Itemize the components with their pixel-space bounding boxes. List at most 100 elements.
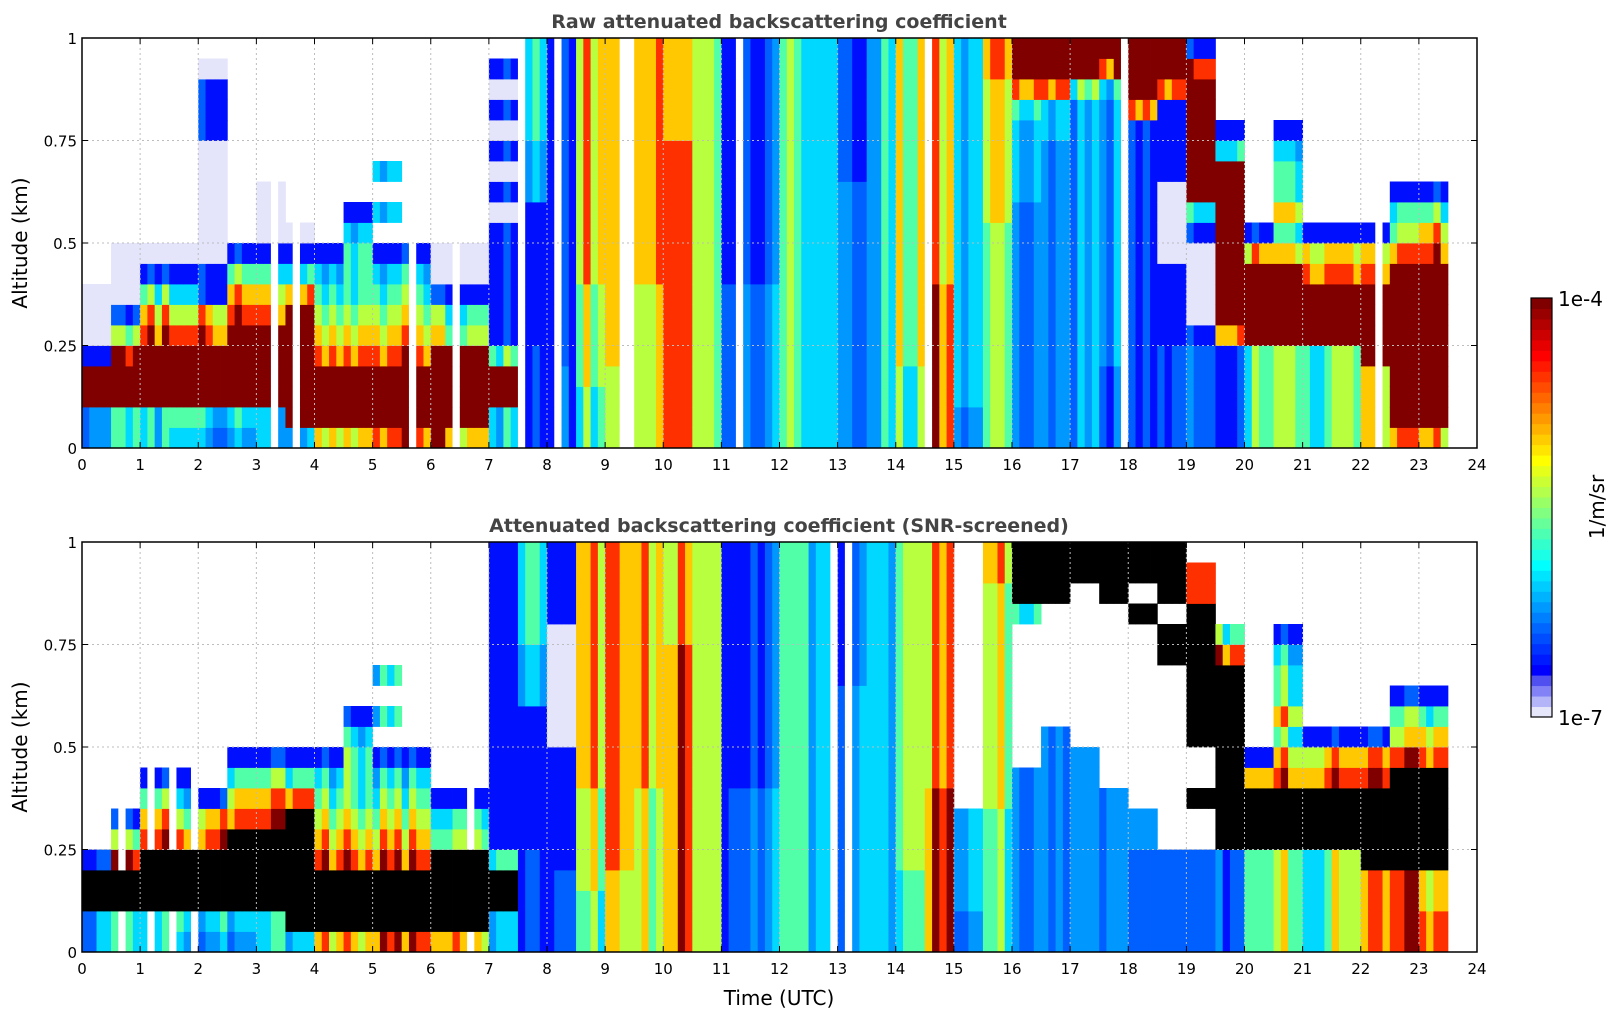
heatmap-cell — [256, 386, 265, 408]
heatmap-cell — [852, 829, 860, 850]
heatmap-cell — [1237, 345, 1245, 367]
heatmap-cell — [757, 120, 766, 141]
heatmap-cell — [82, 870, 90, 891]
heatmap-cell — [249, 284, 257, 305]
heatmap-cell — [764, 685, 773, 707]
heatmap-cell — [1106, 407, 1115, 428]
heatmap-cell — [881, 726, 889, 748]
heatmap-cell — [597, 243, 606, 264]
heatmap-cell — [692, 120, 700, 141]
heatmap-cell — [873, 202, 882, 223]
heatmap-cell — [808, 99, 817, 121]
heatmap-cell — [917, 386, 926, 408]
heatmap-cell — [837, 583, 846, 604]
heatmap-cell — [1004, 243, 1013, 264]
heatmap-cell — [1222, 407, 1231, 428]
heatmap-cell — [372, 386, 381, 408]
heatmap-cell — [314, 243, 323, 264]
heatmap-cell — [917, 788, 926, 809]
heatmap-cell — [612, 644, 621, 666]
heatmap-cell — [895, 644, 904, 666]
heatmap-cell — [387, 706, 395, 727]
heatmap-cell — [1404, 222, 1413, 244]
heatmap-cell — [1026, 427, 1035, 449]
heatmap-cell — [1426, 407, 1434, 428]
heatmap-cell — [1375, 222, 1383, 244]
heatmap-cell — [743, 120, 751, 141]
heatmap-cell — [1222, 222, 1231, 244]
heatmap-cell — [1418, 427, 1427, 449]
heatmap-cell — [1433, 263, 1442, 285]
heatmap-cell — [895, 808, 904, 830]
heatmap-cell — [1382, 304, 1391, 326]
heatmap-cell — [1317, 243, 1325, 264]
heatmap-cell — [743, 624, 751, 645]
heatmap-cell — [685, 99, 693, 121]
heatmap-cell — [612, 849, 621, 871]
heatmap-cell — [1397, 284, 1405, 305]
heatmap-cell — [714, 58, 722, 80]
heatmap-cell — [350, 407, 359, 428]
heatmap-cell — [343, 767, 352, 789]
heatmap-cell — [350, 222, 359, 244]
heatmap-cell — [1229, 407, 1238, 428]
heatmap-cell — [786, 665, 795, 686]
heatmap-cell — [968, 366, 977, 387]
heatmap-cell — [467, 931, 475, 953]
heatmap-cell — [1208, 304, 1216, 326]
heatmap-cell — [1273, 427, 1282, 449]
heatmap-cell — [764, 911, 773, 932]
heatmap-cell — [641, 870, 650, 891]
heatmap-cell — [764, 386, 773, 408]
heatmap-cell — [445, 931, 453, 953]
heatmap-cell — [859, 685, 868, 707]
heatmap-cell — [379, 284, 388, 305]
heatmap-cell — [757, 726, 766, 748]
heatmap-cell — [750, 583, 759, 604]
heatmap-cell — [554, 583, 562, 604]
heatmap-cell — [794, 603, 802, 625]
heatmap-cell — [663, 38, 671, 59]
heatmap-cell — [997, 222, 1006, 244]
heatmap-cell — [895, 366, 904, 387]
heatmap-cell — [299, 870, 308, 891]
heatmap-cell — [1033, 58, 1042, 80]
heatmap-cell — [1309, 325, 1318, 346]
heatmap-cell — [830, 870, 839, 891]
heatmap-cell — [1171, 284, 1180, 305]
heatmap-cell — [561, 562, 570, 584]
heatmap-cell — [961, 263, 969, 285]
heatmap-cell — [568, 890, 577, 912]
heatmap-cell — [801, 685, 809, 707]
heatmap-cell — [314, 284, 323, 305]
heatmap-cell — [903, 665, 911, 686]
heatmap-cell — [568, 583, 577, 604]
heatmap-cell — [910, 38, 918, 59]
heatmap-cell — [1012, 304, 1020, 326]
heatmap-cell — [815, 38, 824, 59]
heatmap-cell — [256, 767, 265, 789]
heatmap-cell — [292, 284, 301, 305]
heatmap-cell — [597, 706, 606, 727]
heatmap-cell — [917, 603, 926, 625]
heatmap-cell — [670, 284, 679, 305]
heatmap-cell — [779, 788, 788, 809]
heatmap-cell — [379, 849, 388, 871]
heatmap-cell — [961, 284, 969, 305]
heatmap-cell — [249, 325, 257, 346]
heatmap-cell — [772, 624, 780, 645]
heatmap-cell — [249, 788, 257, 809]
heatmap-cell — [764, 284, 773, 305]
heatmap-cell — [1200, 427, 1209, 449]
heatmap-cell — [903, 79, 911, 100]
heatmap-cell — [1237, 161, 1245, 182]
heatmap-cell — [597, 58, 606, 80]
heatmap-cell — [1208, 366, 1216, 387]
heatmap-cell — [852, 542, 860, 563]
heatmap-cell — [663, 58, 671, 80]
heatmap-cell — [474, 849, 483, 871]
heatmap-cell — [663, 243, 671, 264]
heatmap-cell — [866, 542, 875, 563]
heatmap-cell — [1208, 284, 1216, 305]
heatmap-cell — [619, 788, 628, 809]
